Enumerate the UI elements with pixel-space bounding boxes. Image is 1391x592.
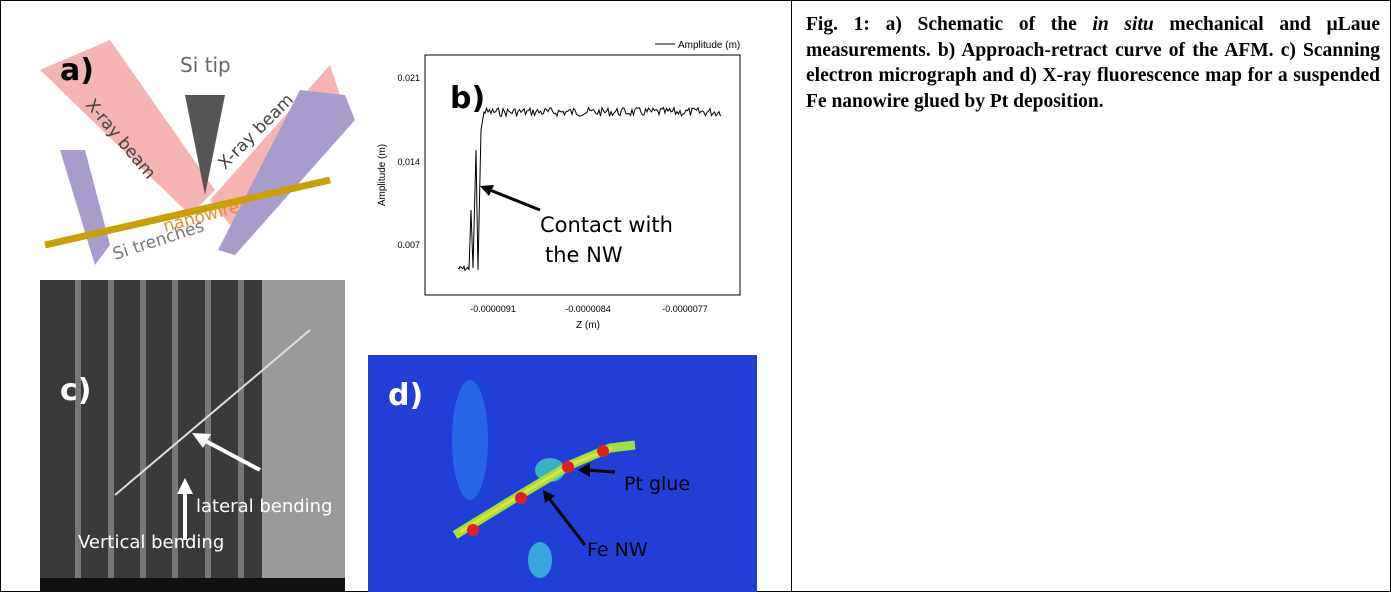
label: Vertical bending [78, 532, 224, 553]
x-tick-label: -0.0000077 [662, 304, 708, 314]
panel-c: c) lateral bending Vertical bending [40, 280, 345, 592]
caption-italic: in situ [1092, 14, 1153, 35]
x-tick-label: -0.0000091 [470, 304, 516, 314]
caption: Fig. 1: a) Schematic of the in situ mech… [806, 12, 1380, 115]
panel-d: d) Pt glue Fe NW [368, 355, 757, 592]
annotation: the NW [545, 243, 623, 267]
y-axis-label: Amplitude (m) [377, 144, 388, 206]
panel-label: c) [60, 373, 92, 408]
panel-label: d) [388, 378, 423, 413]
label: Pt glue [624, 473, 690, 495]
y-tick-label: 0.021 [397, 73, 420, 83]
label: Fe NW [587, 539, 648, 561]
label: Si tip [180, 53, 231, 77]
legend-label: Amplitude (m) [678, 40, 740, 51]
x-tick-label: -0.0000084 [565, 304, 611, 314]
page: Fig. 1: a) Schematic of the in situ mech… [0, 0, 1391, 592]
label: lateral bending [196, 496, 333, 517]
panel-b: Amplitude (m) b) 0.021 0.014 0.007 Ampli… [377, 40, 740, 331]
y-tick-label: 0.007 [397, 240, 420, 250]
caption-text: Fig. 1: a) Schematic of the [806, 14, 1092, 35]
annotation: Contact with [540, 213, 673, 237]
panel-a: a) Si tip X-ray beam X-ray beam nanowire… [40, 40, 355, 265]
y-tick-label: 0.014 [397, 157, 420, 167]
panel-label: a) [60, 53, 94, 88]
panel-label: b) [450, 81, 485, 116]
x-axis-label: Z (m) [576, 320, 600, 331]
figure: a) Si tip X-ray beam X-ray beam nanowire… [0, 0, 790, 592]
cell-divider [791, 0, 792, 592]
